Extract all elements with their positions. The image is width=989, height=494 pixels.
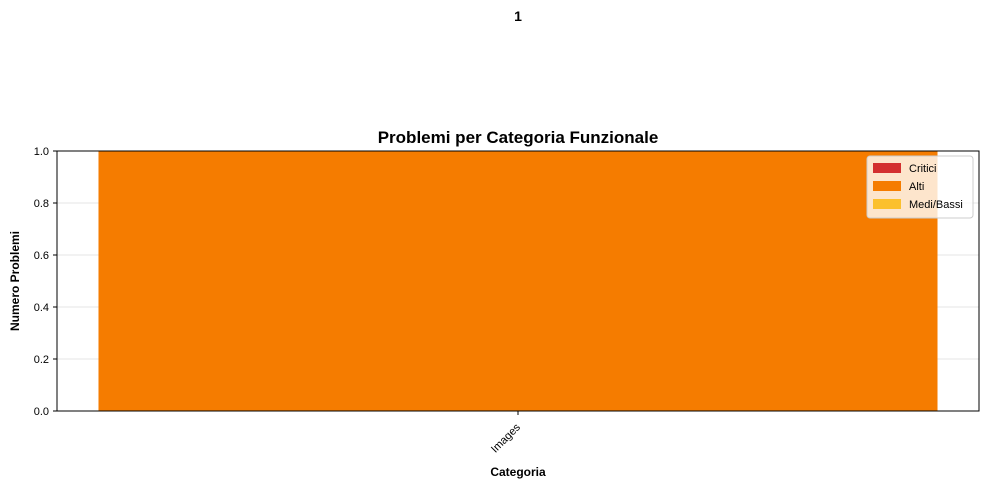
x-axis-label: Categoria <box>490 465 546 479</box>
legend-label: Alti <box>909 181 924 193</box>
y-axis-label: Numero Problemi <box>8 231 22 331</box>
y-tick-label: 0.2 <box>34 354 49 366</box>
y-tick-label: 1.0 <box>34 146 49 158</box>
legend-swatch <box>873 199 901 209</box>
legend-swatch <box>873 181 901 191</box>
legend-label: Critici <box>909 163 937 175</box>
y-tick-label: 0.0 <box>34 406 49 418</box>
bar-total-label: 1 <box>514 8 522 24</box>
chart-title: Problemi per Categoria Funzionale <box>378 128 659 147</box>
y-tick-label: 0.4 <box>34 302 49 314</box>
y-tick-label: 0.8 <box>34 198 49 210</box>
legend-swatch <box>873 163 901 173</box>
labels-layer: 1 Problemi per Categoria Funzionale Catego… <box>8 8 658 479</box>
legend: Critici Alti Medi/Bassi <box>866 155 974 219</box>
x-tick-label: Images <box>489 421 523 455</box>
y-tick-label: 0.6 <box>34 250 49 262</box>
legend-label: Medi/Bassi <box>909 199 963 211</box>
bar-alti <box>98 151 938 411</box>
bars-layer <box>98 151 938 411</box>
